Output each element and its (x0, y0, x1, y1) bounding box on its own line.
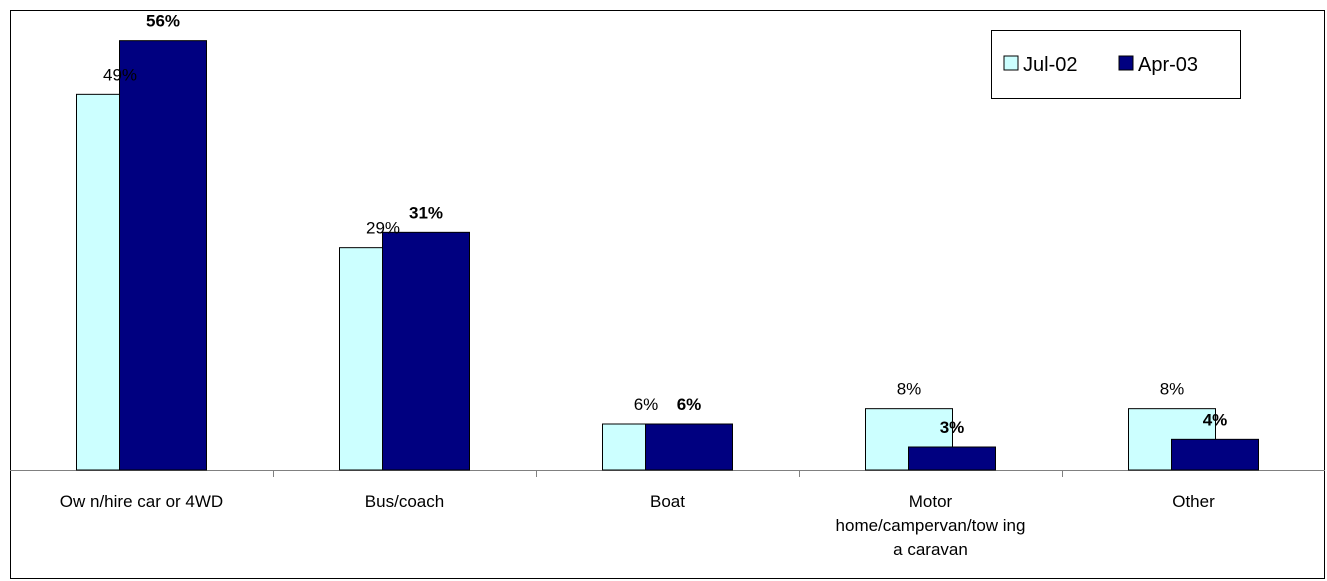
category-label-line: a caravan (893, 540, 968, 559)
category-label-line: Ow n/hire car or 4WD (60, 492, 223, 511)
bar-apr-03-1 (382, 231, 470, 471)
legend-label-apr-03: Apr-03 (1138, 54, 1198, 76)
bar-apr-03-0 (119, 40, 207, 471)
category-label-line: Other (1172, 492, 1215, 511)
category-label-line: home/campervan/tow ing (836, 516, 1026, 535)
data-label-apr-03-3: 3% (940, 418, 965, 437)
chart-border (10, 10, 1325, 579)
data-label-jul-02-1: 29% (366, 219, 400, 238)
legend-swatch-apr-03 (1118, 55, 1134, 71)
category-label-1: Bus/coach (365, 492, 444, 511)
legend-label-jul-02: Jul-02 (1023, 54, 1077, 76)
data-label-jul-02-3: 8% (897, 380, 922, 399)
bar-apr-03-2 (645, 423, 733, 471)
category-label-4: Other (1172, 492, 1215, 511)
data-label-jul-02-2: 6% (634, 395, 659, 414)
bar-apr-03-3 (908, 446, 996, 471)
category-label-line: Bus/coach (365, 492, 444, 511)
data-label-jul-02-0: 49% (103, 65, 137, 84)
data-label-apr-03-4: 4% (1203, 410, 1228, 429)
legend-box (991, 30, 1241, 99)
legend-swatch-jul-02 (1003, 55, 1019, 71)
category-label-line: Motor (909, 492, 953, 511)
category-label-3: Motor home/campervan/tow ing a caravan (836, 492, 1026, 559)
bar-apr-03-4 (1171, 438, 1259, 471)
category-label-2: Boat (650, 492, 685, 511)
category-label-line: Boat (650, 492, 685, 511)
data-label-apr-03-2: 6% (677, 395, 702, 414)
data-label-apr-03-0: 56% (146, 12, 180, 31)
data-label-jul-02-4: 8% (1160, 380, 1185, 399)
category-label-0: Ow n/hire car or 4WD (60, 492, 223, 511)
data-label-apr-03-1: 31% (409, 203, 443, 222)
legend: Jul-02 Apr-03 (991, 30, 1241, 99)
